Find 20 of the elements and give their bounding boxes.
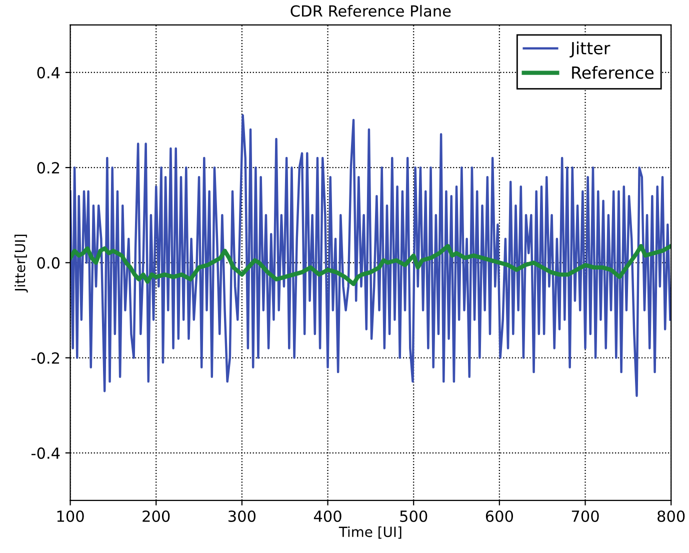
y-axis-title: Jitter[UI] (14, 234, 28, 292)
x-tick-label: 300 (228, 510, 256, 522)
x-tick-label: 800 (658, 510, 685, 522)
y-tick-label: 0.0 (37, 257, 60, 269)
line-series (70, 244, 672, 286)
y-tick-label: 0.4 (37, 66, 60, 78)
x-tick-label: 100 (57, 510, 84, 522)
y-tick-label: -0.2 (31, 352, 60, 364)
legend-label: Reference (572, 66, 654, 79)
x-tick-label: 600 (486, 510, 513, 522)
x-tick-label: 400 (314, 510, 342, 522)
x-axis-title: Time [UI] (338, 526, 402, 539)
legend-label: Jitter (570, 42, 610, 58)
x-tick-label: 500 (400, 510, 428, 522)
y-tick-label: 0.2 (37, 162, 60, 174)
x-tick-label: 700 (572, 510, 599, 522)
line-series (70, 114, 672, 397)
chart-title: CDR Reference Plane (290, 4, 451, 17)
x-tick-label: 200 (142, 510, 170, 522)
y-tick-label: -0.4 (31, 447, 60, 459)
